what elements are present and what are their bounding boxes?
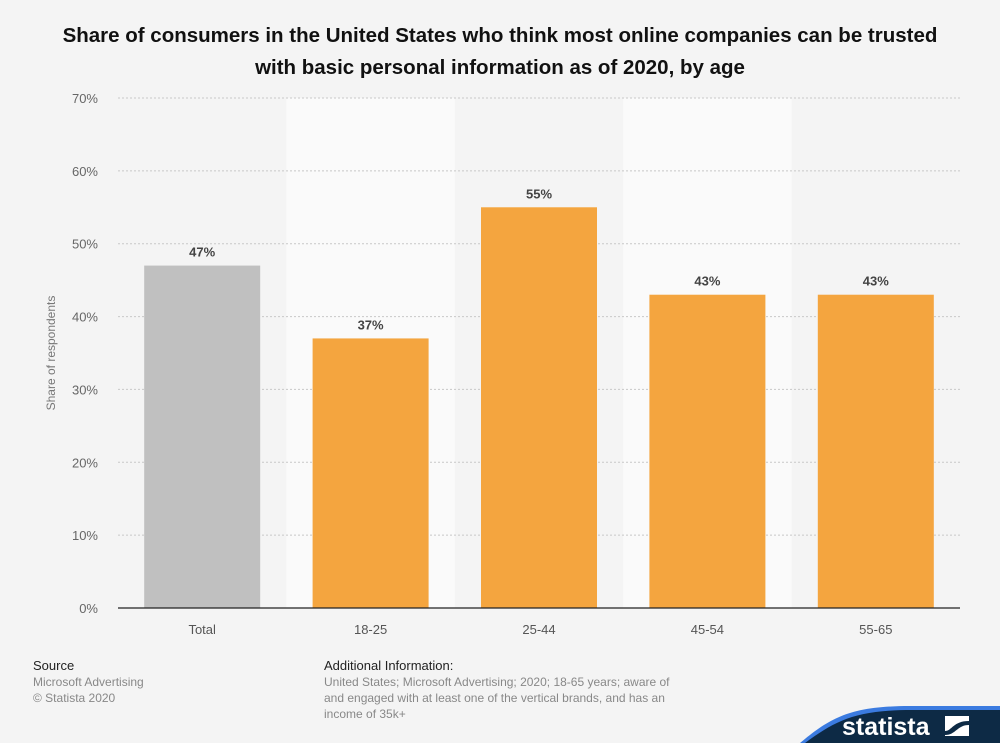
y-tick-label: 50% [72,237,98,252]
bar-chart: 0% 10% 20% 30% 40% 50% 60% 70% Share of responde… [44,91,960,637]
x-tick-label: 25-44 [522,622,555,637]
source-line[interactable]: Microsoft Advertising [33,675,144,689]
info-line: and engaged with at least one of the ver… [324,691,665,705]
logo-text: statista [842,713,931,741]
copyright-line: © Statista 2020 [33,691,116,705]
info-line: United States; Microsoft Advertising; 20… [324,675,670,689]
y-tick-label: 70% [72,91,98,106]
statista-mark-icon [945,716,969,736]
x-tick-label: 18-25 [354,622,387,637]
bar-18-25 [312,338,429,608]
x-tick-label: 45-54 [691,622,724,637]
data-label: 37% [358,317,384,332]
info-heading: Additional Information: [324,658,454,673]
bar-25-44 [481,207,597,609]
chart-title: Share of consumers in the United States … [62,24,938,79]
y-axis-label: Share of respondents [44,296,58,411]
statista-logo[interactable]: statista [800,683,1000,743]
bar-Total [144,265,261,608]
y-tick-label: 40% [72,310,98,325]
data-label: 43% [694,274,720,289]
data-label: 55% [526,186,552,201]
source-heading: Source [33,658,75,673]
y-tick-label: 10% [72,528,98,543]
additional-info-block: Additional Information: United States; M… [324,658,670,722]
x-tick-label: Total [188,622,216,637]
x-tick-label: 55-65 [859,622,892,637]
bar-55-65 [817,294,934,608]
y-tick-label: 20% [72,455,98,470]
data-label: 47% [189,245,215,260]
source-block: Source Microsoft Advertising © Statista … [33,658,144,706]
y-tick-label: 60% [72,164,98,179]
y-tick-label: 30% [72,382,98,397]
y-tick-label: 0% [79,601,98,616]
info-line: income of 35k+ [324,707,406,721]
data-label: 43% [863,274,889,289]
bar-45-54 [649,294,766,608]
